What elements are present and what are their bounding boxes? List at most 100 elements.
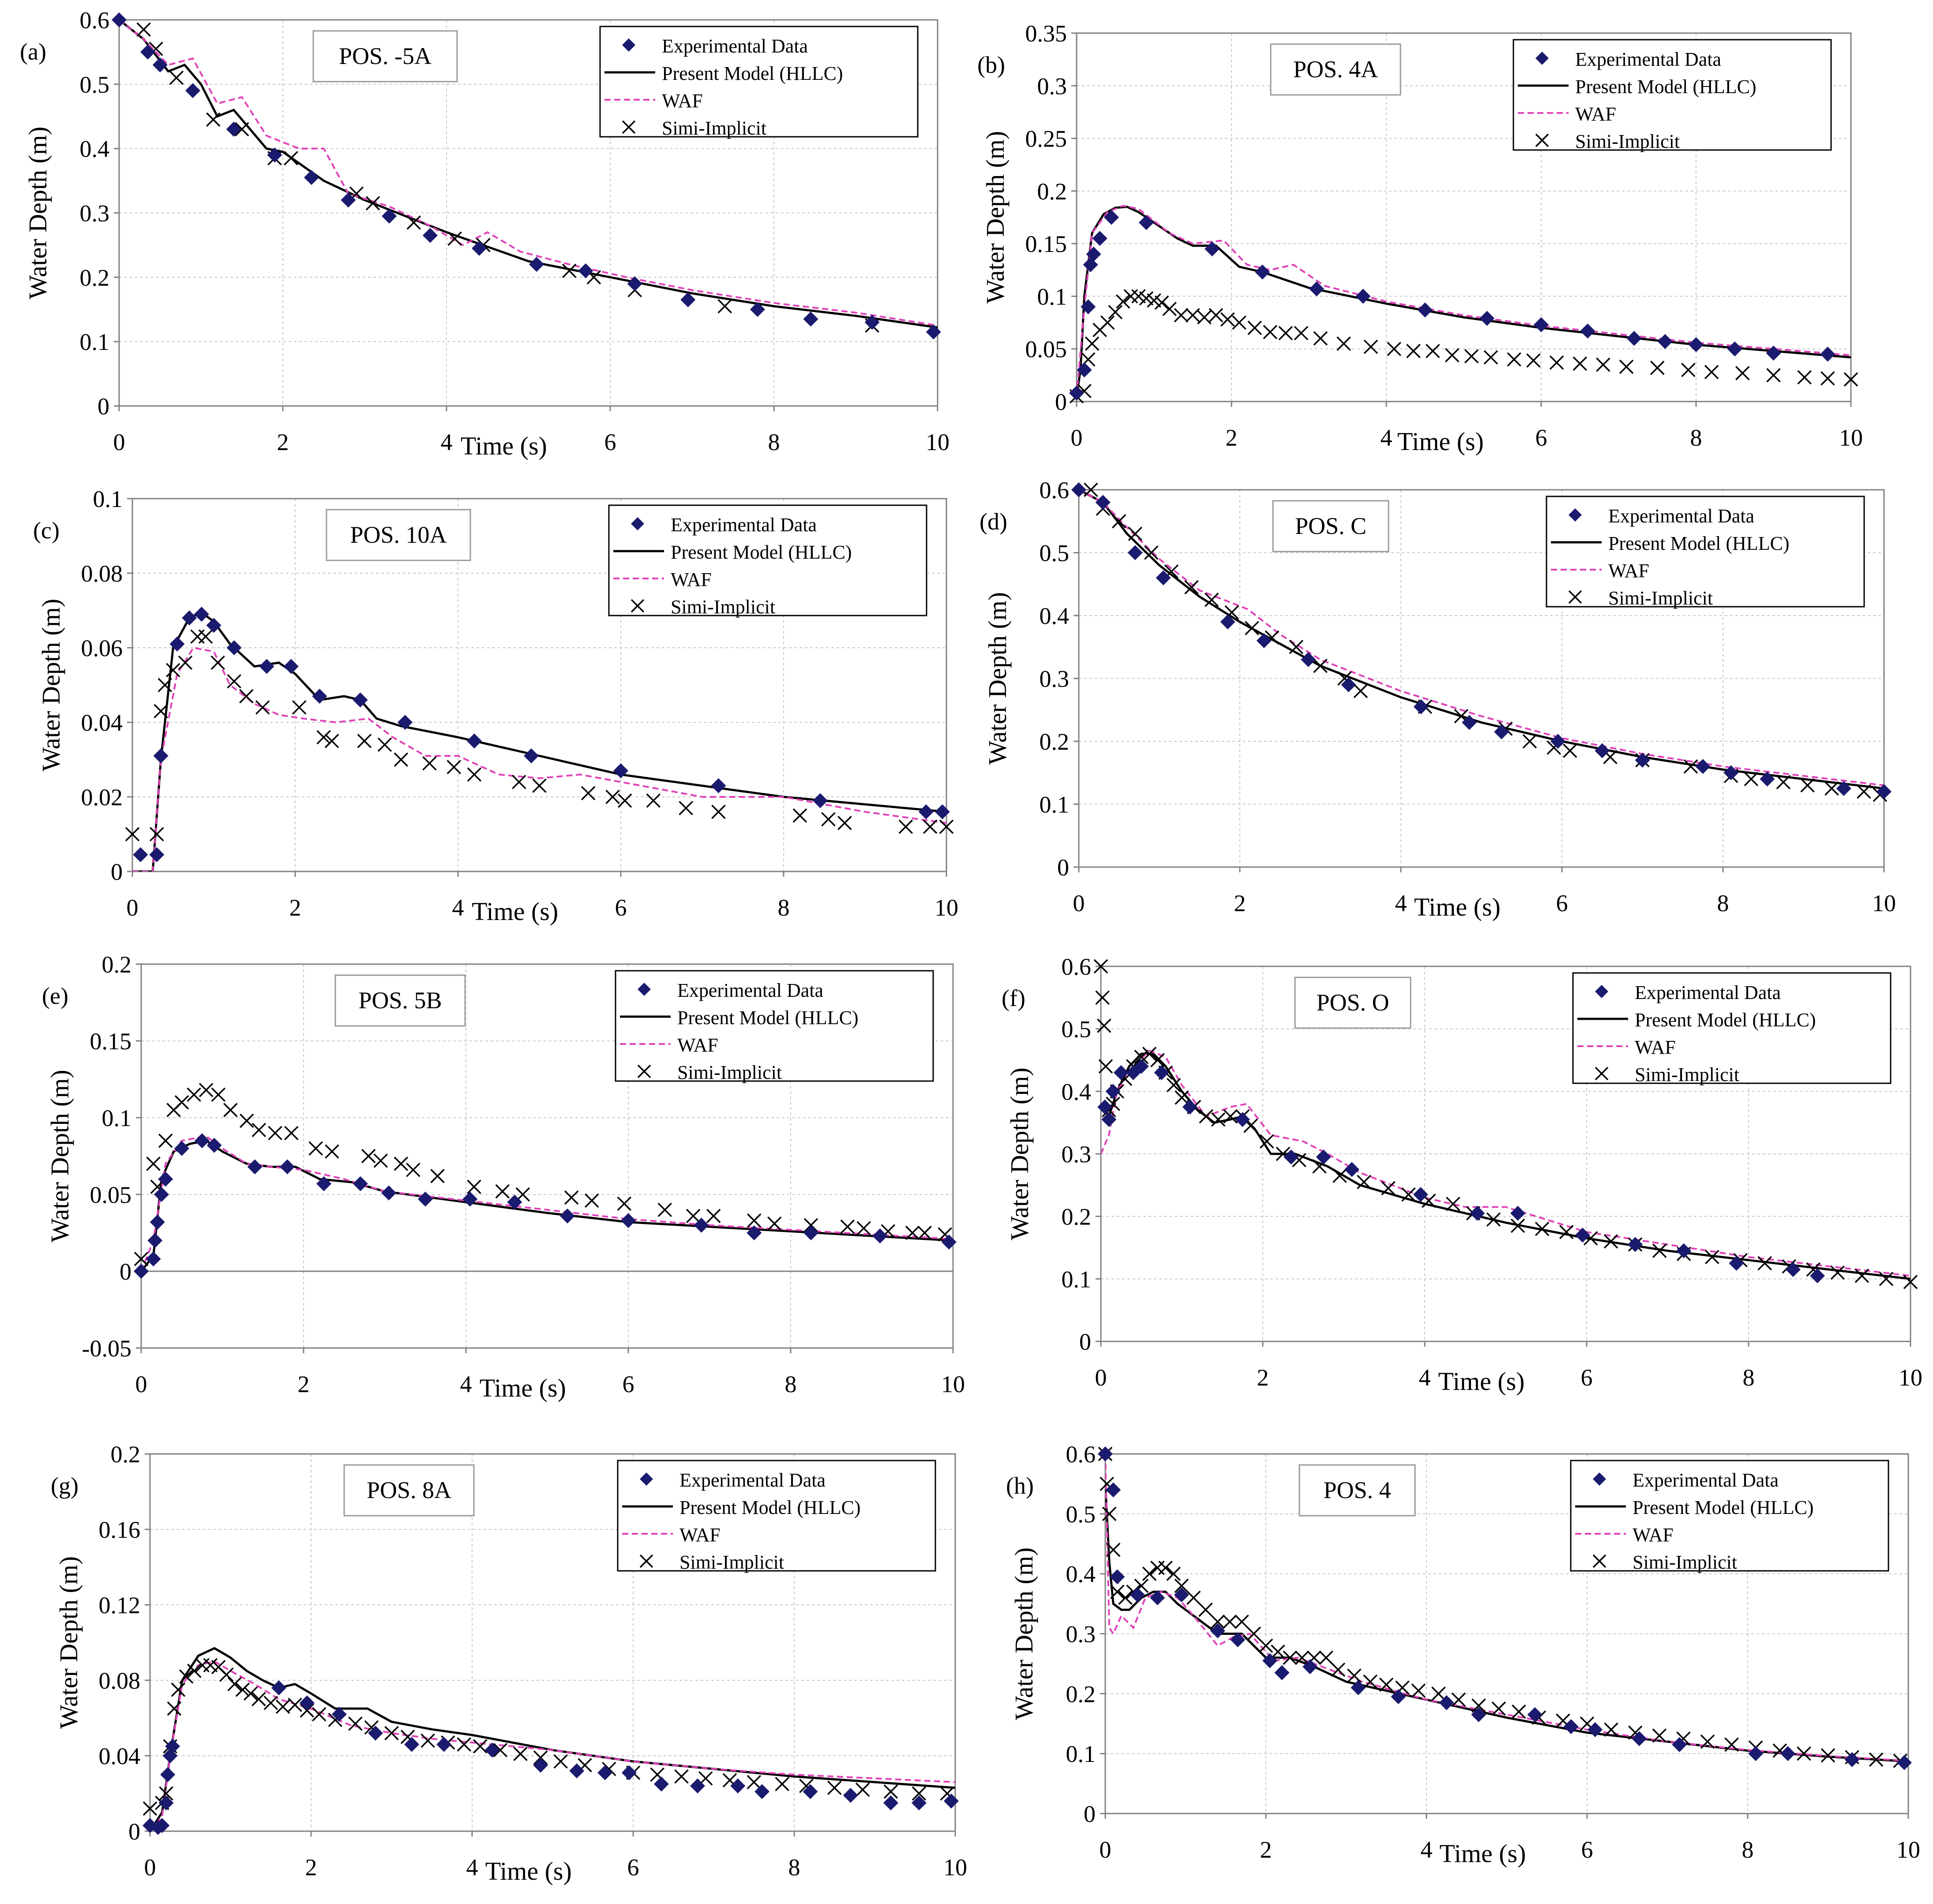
- experimental-data-point: [1210, 1623, 1225, 1638]
- y-tick-label: 0.08: [99, 1667, 141, 1694]
- y-tick-label: 0: [120, 1258, 131, 1285]
- simi-implicit-point: [840, 1219, 855, 1234]
- simi-implicit-point: [923, 819, 938, 834]
- experimental-data-point: [1689, 337, 1704, 353]
- simi-implicit-point: [158, 678, 173, 692]
- experimental-data-point: [146, 1251, 161, 1267]
- legend-marker-experimental: [640, 1472, 653, 1486]
- simi-implicit-point: [239, 1113, 254, 1128]
- experimental-data-point: [1628, 1237, 1643, 1252]
- position-title-box: POS. 4: [1299, 1464, 1416, 1517]
- simi-implicit-point: [187, 1664, 202, 1678]
- legend-entry-label: Experimental Data: [662, 35, 808, 57]
- experimental-data-point: [368, 1725, 383, 1741]
- y-tick-label: 0.06: [81, 635, 123, 661]
- simi-implicit-point: [513, 1746, 528, 1761]
- experimental-data-point: [267, 147, 282, 163]
- experimental-data-point: [182, 610, 197, 626]
- legend-marker-experimental: [638, 983, 651, 996]
- y-tick-label: 0.1: [93, 486, 123, 512]
- experimental-data-point: [1105, 1084, 1121, 1099]
- x-tick-label: 0: [113, 429, 125, 455]
- series-hllc-line: [1077, 206, 1851, 397]
- simi-implicit-point: [1222, 1615, 1237, 1629]
- simi-implicit-point: [617, 1196, 632, 1211]
- simi-implicit-point: [235, 122, 249, 137]
- experimental-data-point: [1391, 1689, 1406, 1705]
- y-tick-label: 0: [1079, 1329, 1091, 1355]
- panel-label: (d): [980, 508, 1007, 535]
- x-tick-label: 10: [1899, 1364, 1922, 1391]
- simi-implicit-point: [1800, 778, 1815, 792]
- y-tick-label: 0.1: [1066, 1741, 1096, 1767]
- experimental-data-point: [1092, 231, 1107, 246]
- simi-implicit-point: [223, 1103, 238, 1117]
- simi-implicit-point: [1735, 366, 1750, 380]
- x-tick-label: 2: [298, 1371, 310, 1397]
- legend-entry-label: WAF: [1575, 103, 1616, 125]
- simi-implicit-point: [1158, 1560, 1173, 1575]
- simi-implicit-point: [584, 1193, 599, 1208]
- x-tick-label: 0: [1100, 1836, 1111, 1863]
- simi-implicit-point: [1313, 331, 1328, 346]
- experimental-data-point: [883, 1795, 898, 1810]
- experimental-data-point: [653, 1776, 669, 1792]
- legend-entry-label: WAF: [1608, 560, 1649, 582]
- simi-implicit-point: [1223, 1109, 1238, 1124]
- position-title: POS. -5A: [339, 43, 432, 69]
- experimental-data-point: [149, 847, 165, 862]
- y-tick-label: 0.1: [1062, 1266, 1092, 1292]
- plot-frame: [149, 1453, 956, 1832]
- simi-implicit-point: [1154, 295, 1169, 310]
- simi-implicit-point: [251, 1692, 266, 1706]
- legend-frame: [1513, 39, 1832, 151]
- experimental-data-point: [1672, 1737, 1687, 1752]
- experimental-data-point: [1723, 765, 1739, 781]
- title-frame: [343, 1464, 475, 1517]
- y-tick-label: 0.4: [1062, 1078, 1092, 1105]
- legend-entry-label: Simi-Implicit: [1635, 1064, 1739, 1085]
- simi-implicit-point: [1319, 1650, 1333, 1665]
- y-tick-label: 0.2: [1066, 1681, 1096, 1707]
- y-tick-label: 0.1: [80, 329, 110, 355]
- simi-implicit-point: [1820, 1748, 1835, 1763]
- y-tick-label: 0.05: [90, 1182, 132, 1208]
- experimental-data-point: [1106, 1482, 1121, 1498]
- experimental-data-point: [926, 324, 941, 340]
- simi-implicit-point: [1363, 1674, 1377, 1689]
- simi-implicit-point: [1387, 342, 1401, 356]
- experimental-data-point: [529, 257, 544, 272]
- y-axis-label: Water Depth (m): [981, 131, 1010, 304]
- legend-marker-simi: [639, 1554, 653, 1568]
- x-tick-label: 0: [1073, 890, 1085, 916]
- experimental-data-point: [381, 1185, 397, 1201]
- series-hllc-line: [141, 1139, 953, 1272]
- series-waf-line: [1077, 205, 1851, 397]
- simi-implicit-point: [159, 1786, 173, 1801]
- simi-implicit-point: [146, 1157, 161, 1171]
- experimental-data-point: [154, 1187, 169, 1202]
- experimental-data-point: [436, 1737, 452, 1752]
- x-axis-label: Time (s): [1414, 893, 1501, 921]
- legend-frame: [1546, 496, 1865, 608]
- simi-implicit-point: [1843, 372, 1858, 387]
- simi-implicit-point: [711, 804, 726, 819]
- experimental-data-point: [1127, 545, 1143, 560]
- simi-implicit-point: [447, 760, 462, 774]
- experimental-data-point: [1351, 1680, 1366, 1695]
- simi-implicit-point: [564, 1190, 579, 1205]
- y-tick-label: 0.15: [90, 1028, 132, 1055]
- simi-implicit-point: [166, 663, 180, 677]
- simi-implicit-point: [1757, 1256, 1772, 1271]
- simi-implicit-point: [1210, 1615, 1225, 1629]
- x-tick-label: 4: [460, 1371, 472, 1397]
- simi-implicit-point: [1683, 759, 1698, 774]
- position-title-box: POS. 10A: [326, 509, 471, 561]
- simi-implicit-point: [206, 112, 221, 127]
- experimental-data-point: [304, 170, 319, 185]
- legend-entry-label: Present Model (HLLC): [1608, 533, 1790, 554]
- simi-implicit-point: [1353, 683, 1368, 699]
- chart-panel-f: 0 0.1 0.2 0.3 0.4 0.5 0.6 0 2 4 6 8 10 Time (s) Water …: [1002, 954, 1922, 1396]
- x-tick-label: 2: [289, 894, 301, 921]
- simi-implicit-point: [1150, 1053, 1165, 1067]
